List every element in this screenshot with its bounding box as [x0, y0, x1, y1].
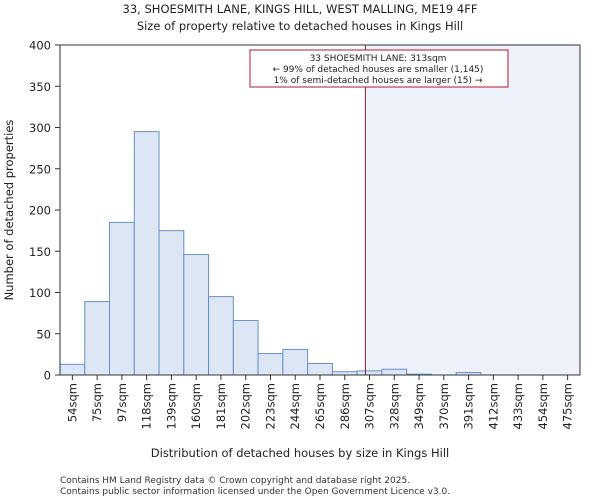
- x-tick-label-370sqm: 370sqm: [437, 383, 451, 429]
- x-tick-label-391sqm: 391sqm: [462, 383, 476, 429]
- bar-181sqm: [208, 296, 234, 376]
- annotation-box: 33 SHOESMITH LANE: 313sqm ← 99% of detac…: [249, 49, 509, 88]
- x-tick-label-160sqm: 160sqm: [189, 383, 203, 429]
- chart-title-line1: 33, SHOESMITH LANE, KINGS HILL, WEST MAL…: [123, 2, 478, 16]
- footer-line1: Contains HM Land Registry data © Crown c…: [60, 476, 410, 486]
- y-tick-label-0: 0: [44, 369, 51, 383]
- x-tick-label-181sqm: 181sqm: [214, 383, 228, 429]
- x-tick-label-307sqm: 307sqm: [363, 383, 377, 429]
- x-tick-label-54sqm: 54sqm: [65, 383, 79, 422]
- x-tick-label-475sqm: 475sqm: [561, 383, 575, 429]
- x-tick-label-75sqm: 75sqm: [90, 383, 104, 422]
- bar-328sqm: [381, 368, 408, 376]
- bar-118sqm: [133, 131, 160, 376]
- y-tick-label-100: 100: [29, 286, 51, 300]
- y-tick-label-400: 400: [29, 39, 51, 53]
- x-tick-label-223sqm: 223sqm: [263, 383, 277, 429]
- x-tick-label-454sqm: 454sqm: [536, 383, 550, 429]
- bar-202sqm: [232, 320, 259, 376]
- annotation-box-frame: [249, 49, 509, 88]
- plot-area-shade: [365, 45, 580, 375]
- x-tick-label-286sqm: 286sqm: [338, 383, 352, 429]
- bar-307sqm: [356, 370, 383, 376]
- x-tick-label-265sqm: 265sqm: [313, 383, 327, 429]
- bar-97sqm: [109, 221, 135, 376]
- x-axis: 54sqm 75sqm 97sqm 118sqm 139sqm 160sqm 181sqm 2…: [65, 375, 575, 429]
- x-tick-label-433sqm: 433sqm: [511, 383, 525, 429]
- x-tick-label-244sqm: 244sqm: [288, 383, 302, 429]
- y-tick-label-350: 350: [29, 80, 51, 94]
- bar-139sqm: [158, 230, 185, 376]
- bars-layer: [59, 131, 482, 376]
- annotation-line3: 1% of semi-detached houses are larger (1…: [274, 76, 483, 86]
- y-tick-label-250: 250: [29, 162, 51, 176]
- bar-160sqm: [183, 254, 210, 376]
- y-tick-label-50: 50: [36, 327, 51, 341]
- y-axis-label: Number of detached properties: [2, 120, 16, 301]
- x-tick-label-412sqm: 412sqm: [486, 383, 500, 429]
- x-tick-label-202sqm: 202sqm: [239, 383, 253, 429]
- annotation-line1: 33 SHOESMITH LANE: 313sqm: [310, 54, 447, 64]
- x-tick-label-328sqm: 328sqm: [387, 383, 401, 429]
- bar-244sqm: [282, 348, 309, 376]
- x-tick-label-349sqm: 349sqm: [412, 383, 426, 429]
- footer-line2: Contains public sector information licen…: [60, 487, 450, 497]
- y-axis: 0 50 100 150 200 250 300 350 400: [29, 39, 60, 383]
- x-tick-label-139sqm: 139sqm: [164, 383, 178, 429]
- bar-75sqm: [84, 301, 111, 376]
- bar-54sqm: [59, 363, 86, 376]
- annotation-line2: ← 99% of detached houses are smaller (1,…: [273, 65, 484, 75]
- chart-title-line2: Size of property relative to detached ho…: [137, 19, 463, 33]
- y-tick-label-300: 300: [29, 121, 51, 135]
- x-tick-label-118sqm: 118sqm: [140, 383, 154, 429]
- x-tick-label-97sqm: 97sqm: [115, 383, 129, 422]
- bar-265sqm: [307, 362, 333, 376]
- y-tick-label-200: 200: [29, 204, 51, 218]
- y-tick-label-150: 150: [29, 245, 51, 259]
- x-axis-label: Distribution of detached houses by size …: [151, 446, 449, 460]
- bar-223sqm: [257, 353, 284, 376]
